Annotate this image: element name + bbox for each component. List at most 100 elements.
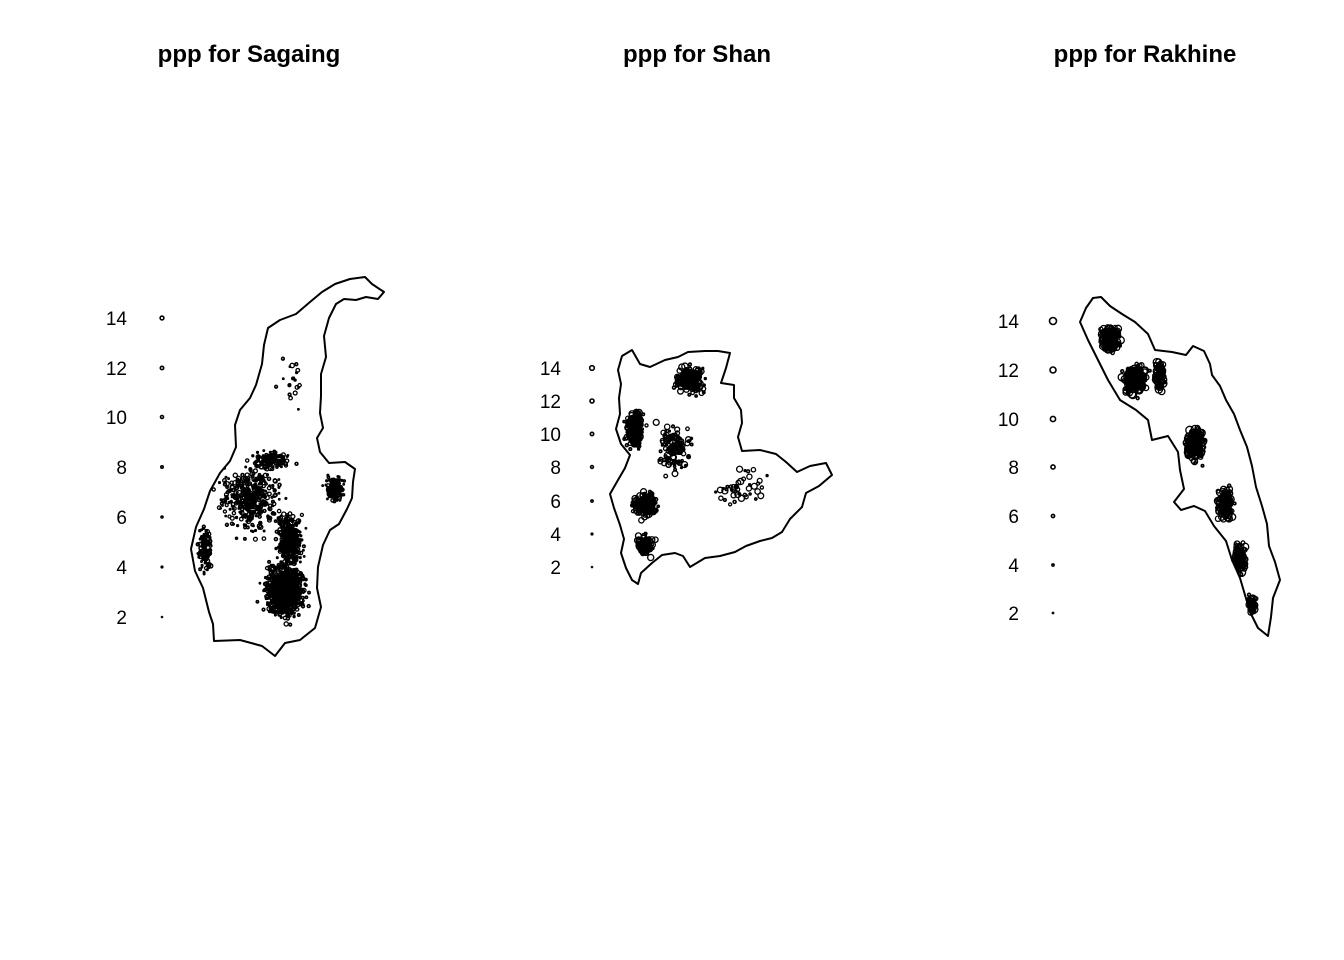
sagaing-point <box>282 535 289 542</box>
sagaing-point <box>281 609 287 614</box>
legend-marker-rakhine-12 <box>1049 366 1057 374</box>
shan-point <box>674 430 681 436</box>
sagaing-point <box>228 507 232 511</box>
sagaing-point <box>285 613 289 618</box>
sagaing-point <box>248 518 252 522</box>
rakhine-point <box>1235 548 1241 555</box>
sagaing-point <box>296 576 301 581</box>
legend-sagaing: 14 12 10 8 6 4 2 <box>106 309 165 629</box>
sagaing-point <box>257 514 262 519</box>
sagaing-point <box>287 511 293 517</box>
sagaing-point <box>262 529 266 533</box>
shan-point <box>680 458 684 463</box>
sagaing-point <box>290 572 294 576</box>
sagaing-point <box>288 555 294 560</box>
legend-label-rakhine-10: 10 <box>998 410 1019 431</box>
shan-point <box>633 509 638 514</box>
sagaing-point <box>337 489 340 493</box>
sagaing-point <box>223 480 227 484</box>
shan-point <box>698 368 703 373</box>
sagaing-point <box>277 567 281 571</box>
shan-point <box>722 497 727 503</box>
sagaing-point <box>289 561 294 566</box>
sagaing-point <box>277 497 281 501</box>
shan-point <box>644 423 649 428</box>
sagaing-point <box>289 543 295 549</box>
sagaing-point <box>325 479 329 483</box>
rakhine-point <box>1183 434 1193 444</box>
sagaing-point <box>293 561 297 566</box>
sagaing-point <box>267 565 271 569</box>
sagaing-point <box>287 383 292 388</box>
sagaing-point <box>294 603 298 607</box>
sagaing-point <box>243 513 247 516</box>
shan-point <box>639 421 644 426</box>
rakhine-point <box>1117 342 1122 348</box>
sagaing-point <box>229 499 233 504</box>
shan-point <box>730 488 734 492</box>
sagaing-point <box>239 496 244 501</box>
sagaing-point <box>262 472 269 479</box>
sagaing-point <box>267 506 273 512</box>
shan-point <box>745 469 751 474</box>
shan-point <box>634 408 639 414</box>
sagaing-point <box>289 585 293 589</box>
shan-point <box>743 468 747 473</box>
shan-point <box>735 486 741 493</box>
sagaing-point <box>260 495 264 499</box>
sagaing-point <box>293 378 297 382</box>
sagaing-point <box>261 488 265 492</box>
shan-point <box>687 366 693 371</box>
sagaing-point <box>224 514 228 518</box>
sagaing-point <box>285 557 289 561</box>
sagaing-point <box>207 566 211 570</box>
sagaing-point <box>244 458 250 463</box>
sagaing-point <box>237 479 241 483</box>
rakhine-point <box>1185 454 1190 459</box>
shan-point <box>663 454 668 458</box>
sagaing-point <box>269 563 274 568</box>
sagaing-point <box>204 552 208 556</box>
legend-label-sagaing-2: 2 <box>116 608 127 629</box>
shan-point <box>727 502 733 507</box>
sagaing-point <box>280 578 286 583</box>
legend-marker-shan-10 <box>589 431 595 437</box>
rakhine-point <box>1134 381 1141 388</box>
sagaing-point <box>266 476 272 482</box>
legend-label-shan-14: 14 <box>540 359 562 380</box>
sagaing-point <box>295 582 299 586</box>
legend-label-sagaing-4: 4 <box>116 558 127 579</box>
sagaing-point <box>306 603 311 609</box>
shan-point <box>750 466 757 473</box>
rakhine-point <box>1156 364 1163 371</box>
sagaing-point <box>251 484 256 489</box>
sagaing-point <box>286 552 290 556</box>
sagaing-point <box>284 594 288 598</box>
sagaing-point <box>332 483 336 487</box>
sagaing-point <box>248 468 253 473</box>
sagaing-point <box>274 546 278 551</box>
shan-point <box>759 485 765 490</box>
shan-point <box>689 436 694 441</box>
sagaing-point <box>304 595 309 600</box>
rakhine-point <box>1190 424 1200 434</box>
shan-point <box>645 510 653 518</box>
shan-point <box>714 490 718 494</box>
sagaing-point <box>334 494 340 499</box>
shan-point <box>649 490 654 496</box>
sagaing-point <box>252 503 257 508</box>
sagaing-point <box>203 565 209 571</box>
sagaing-point <box>262 461 267 466</box>
sagaing-point <box>238 502 242 506</box>
shan-point <box>677 441 682 446</box>
shan-point <box>687 362 693 367</box>
rakhine-point <box>1125 389 1134 397</box>
sagaing-point <box>202 546 207 551</box>
shan-point <box>638 507 642 511</box>
sagaing-point <box>245 525 250 530</box>
sagaing-point <box>231 504 235 508</box>
sagaing-point <box>233 495 237 499</box>
points-sagaing <box>195 356 347 627</box>
sagaing-point <box>251 515 255 519</box>
shan-point <box>642 507 646 511</box>
